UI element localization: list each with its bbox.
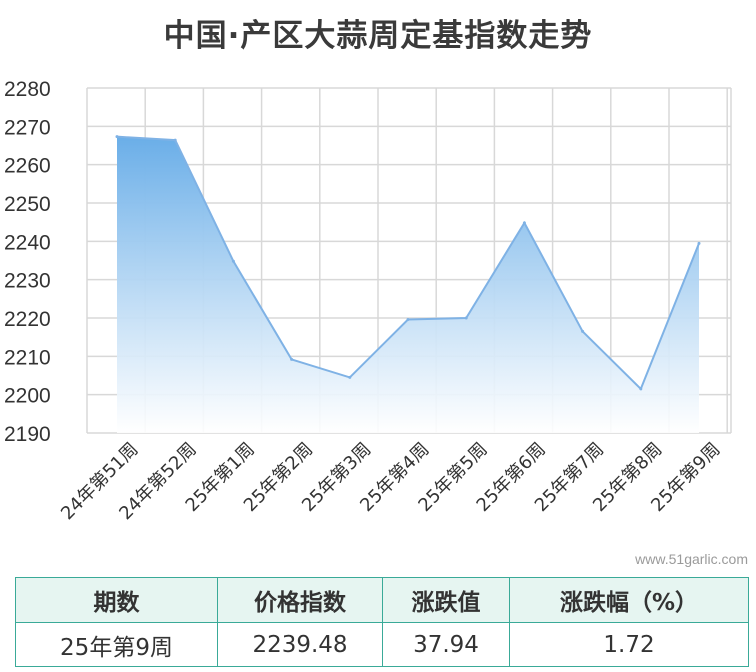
- cell-period: 25年第9周: [15, 622, 218, 667]
- data-point: [464, 316, 468, 320]
- data-point: [231, 259, 235, 263]
- series-line: [115, 135, 701, 391]
- y-tick-label: 2260: [4, 155, 51, 178]
- y-tick-label: 2230: [4, 270, 51, 293]
- data-point: [173, 138, 177, 142]
- y-tick-label: 2190: [4, 423, 51, 446]
- summary-header-row: 期数 价格指数 涨跌值 涨跌幅（%）: [15, 577, 749, 623]
- header-price-index: 价格指数: [217, 577, 383, 623]
- cell-change-percent: 1.72: [509, 622, 749, 667]
- header-change-percent: 涨跌幅（%）: [509, 577, 749, 623]
- y-tick-label: 2240: [4, 231, 51, 254]
- y-tick-label: 2280: [4, 78, 51, 101]
- header-period: 期数: [15, 577, 218, 623]
- area-fill-path: [117, 136, 699, 433]
- y-tick-label: 2250: [4, 193, 51, 216]
- area-chart: 2190 2200 2210 2220 2230 2240 2250 2260 2270 2280…: [4, 78, 732, 524]
- y-tick-label: 2220: [4, 308, 51, 331]
- data-point: [639, 387, 643, 391]
- chart-title: 中国·产区大蒜周定基指数走势: [163, 18, 593, 54]
- data-point: [115, 135, 119, 139]
- cell-change-value: 37.94: [382, 622, 510, 667]
- x-axis-ticks: 24年第51周24年第52周25年第1周25年第2周25年第3周25年第4周25…: [57, 439, 724, 524]
- header-change-value: 涨跌值: [382, 577, 510, 623]
- area-fill: [117, 136, 699, 433]
- y-tick-label: 2200: [4, 385, 51, 408]
- data-point: [522, 221, 526, 225]
- y-tick-label: 2270: [4, 116, 51, 139]
- y-tick-label: 2210: [4, 346, 51, 369]
- data-point: [581, 329, 585, 333]
- cell-price-index: 2239.48: [217, 622, 383, 667]
- data-point: [290, 357, 294, 361]
- data-point: [348, 375, 352, 379]
- summary-data-row: 25年第9周 2239.48 37.94 1.72: [15, 622, 749, 667]
- data-point: [406, 318, 410, 322]
- watermark-text: www.51garlic.com: [635, 551, 748, 567]
- summary-table: 期数 价格指数 涨跌值 涨跌幅（%） 25年第9周 2239.48 37.94 …: [15, 577, 749, 667]
- y-axis-ticks: 2190 2200 2210 2220 2230 2240 2250 2260 2270 2280: [4, 78, 51, 446]
- data-point: [697, 241, 701, 245]
